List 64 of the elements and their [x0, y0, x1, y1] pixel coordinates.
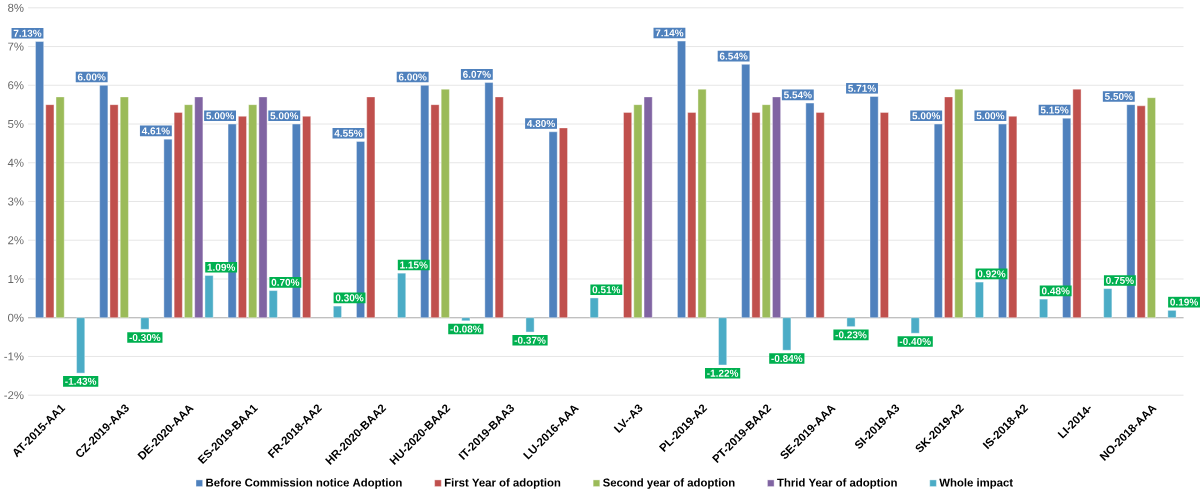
data-label: 5.00% — [206, 112, 234, 120]
bar — [718, 317, 727, 366]
data-label: -1.22% — [707, 369, 739, 377]
bar — [1167, 310, 1177, 319]
y-tick-label: 0% — [8, 313, 24, 322]
bar — [140, 317, 150, 330]
data-label: 0.70% — [271, 279, 300, 287]
data-label: 6.00% — [398, 73, 427, 81]
data-label: -0.08% — [450, 325, 482, 333]
data-label: 6.00% — [77, 73, 106, 81]
bar — [333, 306, 342, 319]
data-label: 4.61% — [141, 127, 170, 135]
y-tick-label: 7% — [8, 42, 24, 51]
data-label: -0.40% — [899, 338, 931, 346]
data-label: 5.50% — [1104, 93, 1133, 101]
data-label: 1.15% — [400, 261, 428, 269]
data-label: 5.54% — [783, 91, 812, 99]
data-label: 6.07% — [463, 71, 491, 79]
y-tick-label: -2% — [4, 391, 24, 400]
data-label: -0.23% — [835, 331, 867, 339]
legend-label: Thrid Year of adoption — [777, 478, 897, 490]
bar — [461, 317, 471, 322]
bar — [975, 282, 984, 319]
data-label: 1.09% — [207, 263, 236, 272]
data-label: 0.48% — [1041, 287, 1070, 295]
bar — [525, 317, 535, 333]
y-tick-label: 5% — [8, 120, 24, 129]
data-label: -0.84% — [771, 355, 803, 363]
legend-label: Second year of adoption — [603, 478, 735, 490]
y-tick-label: 2% — [8, 236, 24, 245]
data-label: 5.00% — [912, 112, 941, 120]
y-tick-label: -1% — [4, 352, 24, 361]
data-label: 4.80% — [526, 120, 555, 128]
bar — [1103, 288, 1113, 319]
y-tick-label: 4% — [7, 159, 24, 167]
data-label: 0.19% — [1170, 298, 1198, 306]
legend-label: Before Commission notice Adoption — [206, 478, 402, 490]
data-label: 5.71% — [848, 84, 876, 93]
legend-label: First Year of adoption — [444, 478, 561, 490]
data-label: -1.43% — [65, 378, 97, 386]
y-tick-label: 6% — [8, 81, 24, 90]
bar — [589, 297, 599, 319]
data-label: 0.51% — [592, 286, 621, 294]
data-label: 5.00% — [270, 112, 299, 120]
data-label: 7.14% — [655, 29, 684, 37]
y-tick-label: 3% — [8, 197, 24, 206]
data-label: 5.15% — [1040, 106, 1069, 114]
data-label: 0.30% — [335, 294, 364, 302]
y-tick-label: 8% — [8, 4, 24, 13]
data-label: 6.54% — [719, 52, 748, 60]
data-label: -0.37% — [514, 336, 546, 345]
bar — [397, 273, 406, 319]
bar — [1039, 299, 1048, 319]
data-label: 7.13% — [13, 29, 42, 38]
data-label: -0.30% — [129, 334, 161, 342]
bar — [76, 317, 85, 374]
data-label: 0.92% — [977, 270, 1006, 278]
legend-label: Whole impact — [939, 478, 1013, 490]
data-label: 5.00% — [976, 112, 1005, 120]
bar — [910, 317, 920, 334]
data-label: 0.75% — [1106, 277, 1134, 285]
data-label: 4.55% — [334, 129, 363, 137]
y-tick-label: 1% — [8, 275, 24, 284]
bar — [846, 317, 856, 328]
